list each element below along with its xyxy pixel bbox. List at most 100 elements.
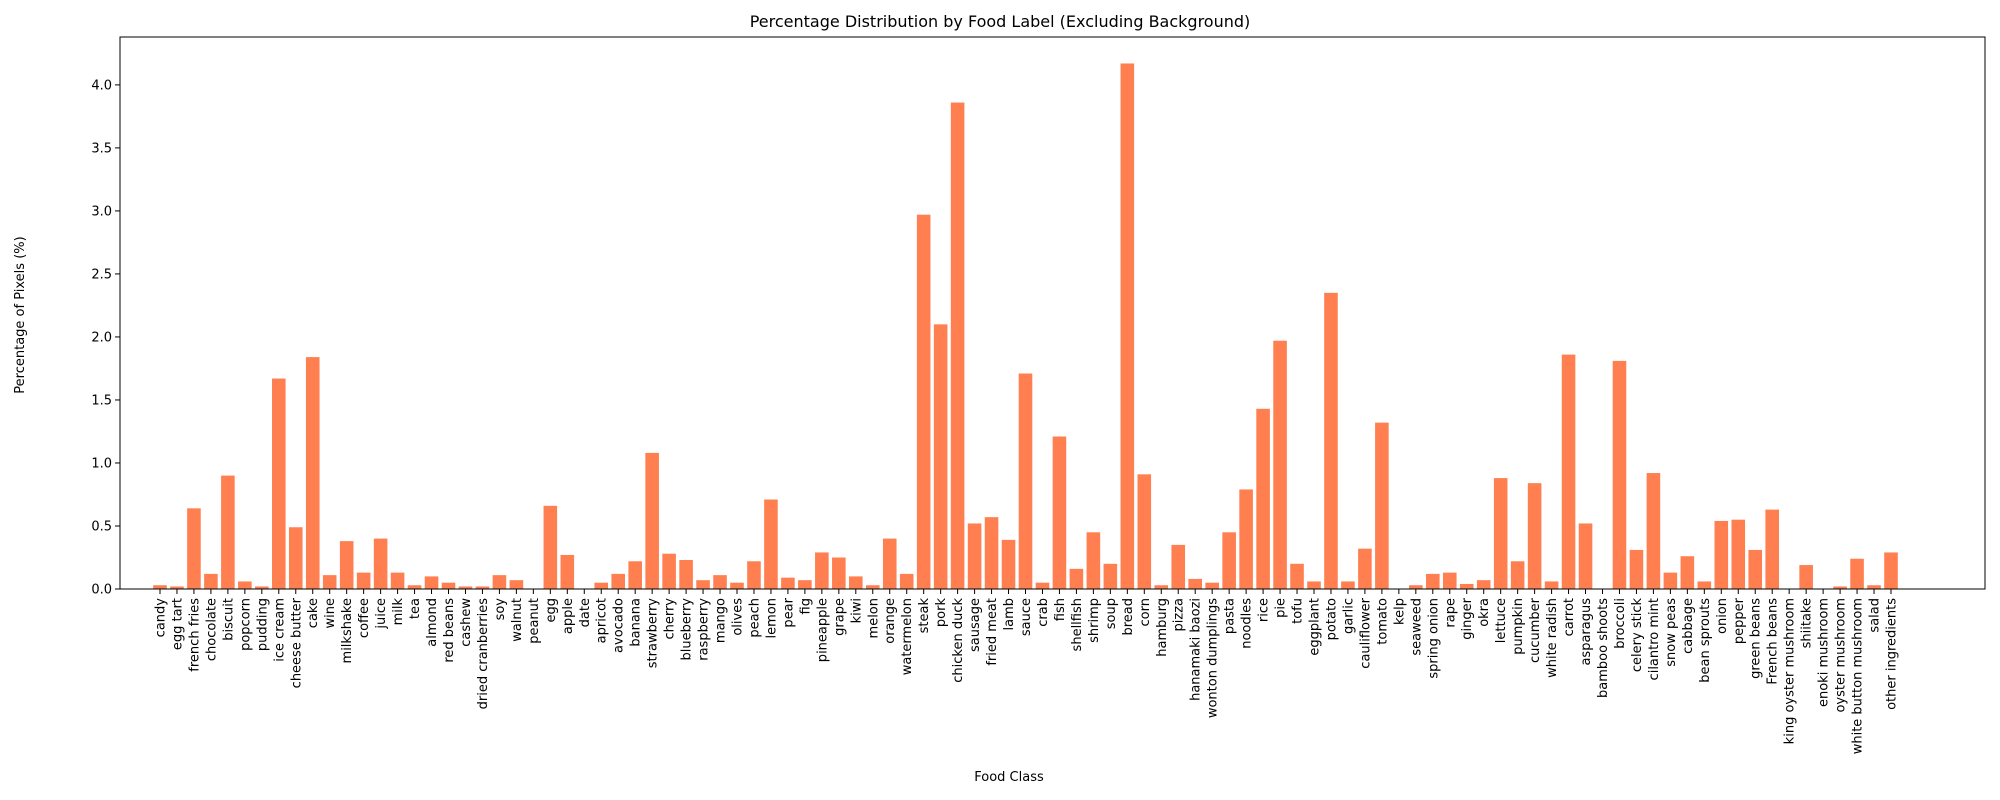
bar-candy: [153, 585, 167, 589]
bar-pork: [933, 324, 948, 589]
x-tick-label: shellfish: [1070, 598, 1085, 651]
bar-steak: [916, 214, 931, 589]
bar-salad: [1867, 585, 1881, 589]
bar-coffee: [356, 572, 371, 589]
bar-cucumber: [1527, 483, 1542, 589]
x-tick-label: almond: [425, 598, 440, 647]
x-tick-label: watermelon: [900, 598, 915, 675]
bar-egg-tart: [170, 586, 184, 589]
bar-strawberry: [645, 452, 659, 589]
bar-tofu: [1290, 563, 1304, 589]
x-tick-label: dried cranberries: [476, 598, 491, 710]
bar-broccoli: [1612, 360, 1627, 589]
bar-juice: [373, 538, 388, 589]
bar-other-ingredients: [1884, 552, 1898, 589]
x-tick-label: sausage: [968, 598, 983, 652]
y-tick-label: 1.5: [91, 393, 112, 408]
x-tick-label: rice: [1257, 598, 1272, 622]
x-tick-label: apple: [561, 598, 576, 634]
bar-tomato: [1375, 422, 1389, 589]
chart-title: Percentage Distribution by Food Label (E…: [750, 12, 1251, 31]
bar-cheese-butter: [288, 527, 303, 589]
bar-cherry: [662, 553, 676, 589]
x-tick-label: bread: [1121, 598, 1136, 636]
x-tick-label: pizza: [1172, 598, 1187, 631]
bar-shrimp: [1086, 532, 1101, 589]
bar-lettuce: [1493, 478, 1508, 589]
x-tick-label: cherry: [663, 598, 678, 640]
x-tick-label: avocado: [612, 598, 627, 653]
x-tick-label: banana: [629, 598, 644, 647]
bar-ginger: [1459, 583, 1474, 589]
bar-okra: [1476, 580, 1491, 589]
bar-kiwi: [849, 576, 863, 589]
x-tick-label: sauce: [1019, 598, 1034, 636]
x-axis-label: Food Class: [974, 770, 1044, 785]
bar-milkshake: [339, 541, 354, 589]
bar-chocolate: [204, 573, 218, 589]
bar-shellfish: [1069, 568, 1084, 589]
x-axis: candy egg tart french fries chocolate biscui…: [154, 589, 1900, 754]
bar-cauliflower: [1358, 548, 1372, 589]
x-tick-label: pepper: [1732, 597, 1747, 644]
bar-wonton-dumplings: [1205, 582, 1219, 589]
bar-french-fries: [187, 508, 201, 589]
bar-onion: [1714, 520, 1729, 589]
bar-celery-stick: [1629, 549, 1644, 589]
x-tick-label: juice: [374, 598, 389, 630]
bar-pear: [781, 577, 795, 589]
bar-lamb: [1001, 539, 1016, 589]
x-tick-label: steak: [917, 598, 932, 634]
x-tick-label: hanamaki baozi: [1189, 598, 1204, 701]
bar-melon: [865, 585, 880, 589]
bar-eggplant: [1307, 581, 1321, 589]
y-tick-label: 0.0: [91, 583, 112, 598]
y-tick-label: 1.0: [91, 456, 112, 471]
x-tick-label: fried meat: [985, 598, 1000, 666]
bar-wine: [322, 575, 337, 589]
x-tick-label: egg tart: [170, 598, 185, 650]
x-tick-label: red beans: [442, 598, 457, 663]
x-tick-label: pear: [781, 597, 796, 627]
x-tick-label: soy: [493, 598, 508, 621]
x-tick-label: other ingredients: [1885, 598, 1900, 710]
x-tick-label: coffee: [357, 598, 372, 638]
bar-bread: [1120, 63, 1135, 590]
x-tick-label: chicken duck: [951, 598, 966, 683]
bar-almond: [424, 576, 439, 589]
bar-chicken-duck: [950, 102, 965, 589]
x-tick-label: cake: [306, 598, 321, 628]
bar-oyster-mushroom: [1833, 586, 1847, 589]
bar-watermelon: [899, 573, 914, 589]
x-tick-label: enoki mushroom: [1817, 598, 1832, 707]
bar-blueberry: [679, 560, 693, 589]
x-tick-label: hamburg: [1155, 598, 1170, 657]
x-tick-label: rape: [1443, 598, 1458, 628]
bar-shiitake: [1799, 565, 1813, 589]
x-tick-label: strawberry: [646, 598, 661, 669]
y-tick-label: 3.5: [91, 141, 112, 156]
x-tick-label: king oyster mushroom: [1783, 598, 1798, 744]
x-tick-label: fish: [1053, 598, 1068, 621]
bar-white-radish: [1544, 581, 1559, 589]
plot-frame: [119, 36, 1986, 590]
bar-peach: [747, 561, 761, 589]
bar-pineapple: [815, 552, 829, 589]
x-tick-label: cucumber: [1528, 597, 1543, 663]
x-tick-label: cabbage: [1681, 598, 1696, 654]
x-tick-label: lettuce: [1494, 598, 1509, 643]
x-tick-label: candy: [154, 598, 169, 638]
x-tick-label: kelp: [1392, 598, 1407, 625]
bar-fish: [1052, 436, 1067, 589]
bar-grape: [832, 557, 846, 589]
x-tick-label: fig: [798, 598, 813, 614]
x-tick-label: pineapple: [815, 598, 830, 662]
x-tick-label: melon: [866, 598, 881, 638]
bar-hanamaki-baozi: [1188, 578, 1202, 589]
bar-cilantro-mint: [1646, 473, 1661, 589]
x-tick-label: pork: [934, 598, 949, 628]
x-tick-label: seaweed: [1409, 598, 1424, 656]
x-tick-label: pie: [1274, 598, 1289, 618]
x-tick-label: lamb: [1002, 598, 1017, 631]
